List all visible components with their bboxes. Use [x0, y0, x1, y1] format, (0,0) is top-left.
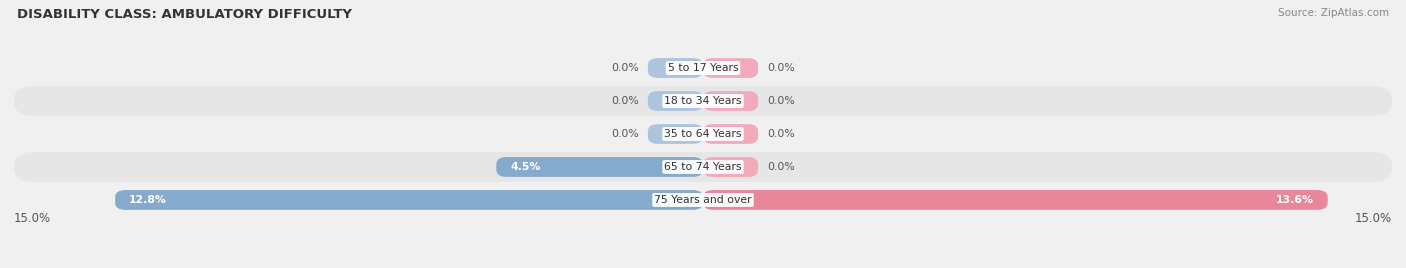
FancyBboxPatch shape — [648, 58, 703, 78]
FancyBboxPatch shape — [115, 190, 703, 210]
Text: 12.8%: 12.8% — [129, 195, 167, 205]
FancyBboxPatch shape — [703, 190, 1327, 210]
FancyBboxPatch shape — [14, 152, 1392, 182]
FancyBboxPatch shape — [648, 124, 703, 144]
Text: 0.0%: 0.0% — [612, 129, 638, 139]
Text: 0.0%: 0.0% — [768, 96, 794, 106]
FancyBboxPatch shape — [703, 58, 758, 78]
FancyBboxPatch shape — [14, 53, 1392, 83]
Text: 13.6%: 13.6% — [1275, 195, 1313, 205]
Text: 15.0%: 15.0% — [1355, 212, 1392, 225]
Text: 0.0%: 0.0% — [612, 63, 638, 73]
Text: 0.0%: 0.0% — [768, 162, 794, 172]
FancyBboxPatch shape — [14, 119, 1392, 149]
FancyBboxPatch shape — [496, 157, 703, 177]
Text: 0.0%: 0.0% — [768, 63, 794, 73]
Text: DISABILITY CLASS: AMBULATORY DIFFICULTY: DISABILITY CLASS: AMBULATORY DIFFICULTY — [17, 8, 352, 21]
FancyBboxPatch shape — [703, 91, 758, 111]
FancyBboxPatch shape — [14, 185, 1392, 215]
Text: Source: ZipAtlas.com: Source: ZipAtlas.com — [1278, 8, 1389, 18]
Text: 15.0%: 15.0% — [14, 212, 51, 225]
Text: 35 to 64 Years: 35 to 64 Years — [664, 129, 742, 139]
FancyBboxPatch shape — [14, 86, 1392, 116]
FancyBboxPatch shape — [703, 124, 758, 144]
Text: 0.0%: 0.0% — [768, 129, 794, 139]
Text: 65 to 74 Years: 65 to 74 Years — [664, 162, 742, 172]
Text: 18 to 34 Years: 18 to 34 Years — [664, 96, 742, 106]
Text: 5 to 17 Years: 5 to 17 Years — [668, 63, 738, 73]
FancyBboxPatch shape — [703, 157, 758, 177]
Text: 75 Years and over: 75 Years and over — [654, 195, 752, 205]
FancyBboxPatch shape — [648, 91, 703, 111]
Text: 0.0%: 0.0% — [612, 96, 638, 106]
Text: 4.5%: 4.5% — [510, 162, 540, 172]
